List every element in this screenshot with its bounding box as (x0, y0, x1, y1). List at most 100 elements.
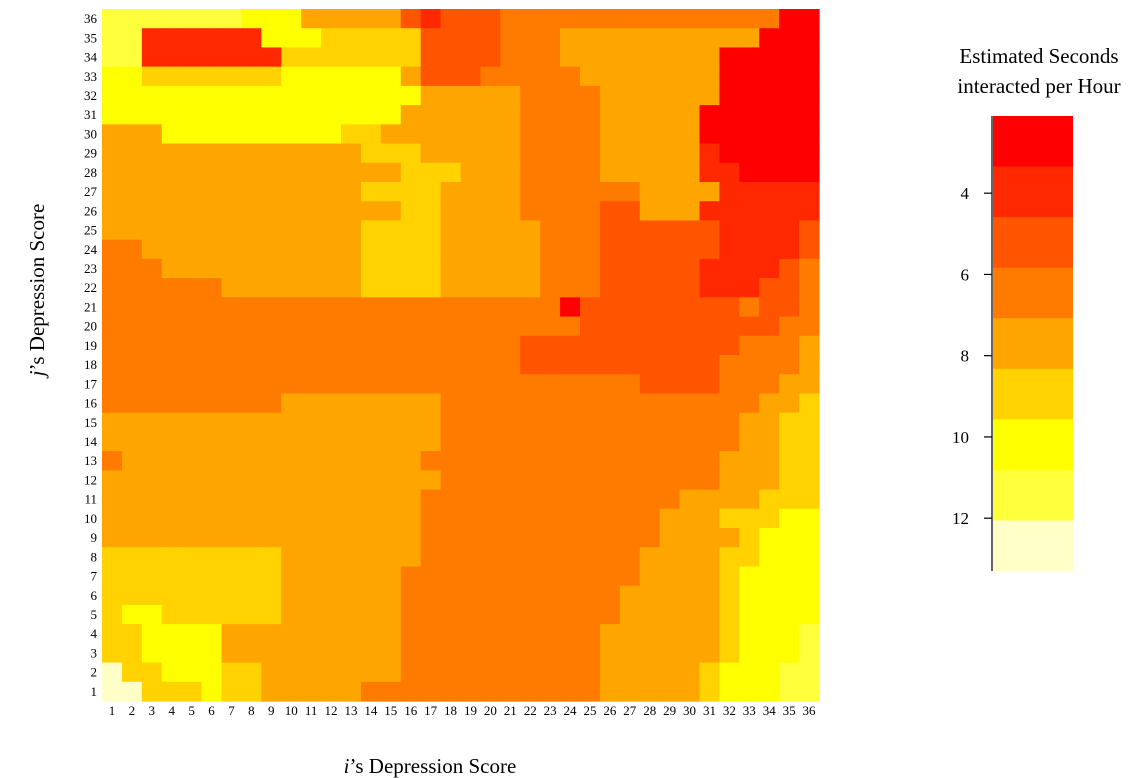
heatmap-cell (201, 316, 223, 337)
heatmap-cell (400, 508, 422, 529)
heatmap-cell (141, 470, 163, 491)
heatmap-cell (221, 566, 243, 587)
heatmap-cell (161, 681, 183, 702)
legend-swatch (993, 469, 1073, 521)
heatmap-cell (540, 162, 561, 183)
heatmap-cell (201, 105, 223, 125)
heatmap-cell (679, 9, 701, 29)
heatmap-cell (440, 278, 462, 298)
heatmap-cell (599, 431, 621, 452)
heatmap-cell (460, 66, 482, 87)
heatmap-cell (480, 451, 501, 471)
heatmap-cell (500, 662, 521, 683)
heatmap-cell (500, 547, 521, 568)
heatmap-cell (141, 489, 163, 510)
heatmap-cell (341, 162, 362, 183)
heatmap-cell (241, 355, 262, 375)
heatmap-cell (400, 297, 422, 318)
heatmap-cell (460, 604, 482, 625)
heatmap-cell (480, 547, 501, 568)
heatmap-cell (241, 508, 262, 529)
heatmap-cell (739, 355, 760, 375)
heatmap-cell (102, 124, 123, 145)
heatmap-cell (281, 85, 302, 106)
heatmap-cell (261, 566, 282, 587)
heatmap-cell (102, 412, 123, 433)
heatmap-cell (400, 28, 422, 49)
heatmap-cell (580, 162, 601, 183)
heatmap-cell (599, 604, 621, 625)
heatmap-cell (102, 374, 123, 395)
heatmap-cell (161, 431, 183, 452)
heatmap-cell (281, 335, 302, 356)
heatmap-cell (460, 143, 482, 164)
heatmap-cell (241, 28, 262, 49)
heatmap-cell (141, 547, 163, 568)
heatmap-cell (102, 105, 123, 125)
heatmap-cell (440, 662, 462, 683)
heatmap-cell (201, 489, 223, 510)
heatmap-cell (520, 105, 541, 125)
heatmap-cell (221, 85, 243, 106)
heatmap-cell (440, 681, 462, 702)
heatmap-cell (261, 182, 282, 202)
heatmap-cell (380, 662, 402, 683)
heatmap-cell (779, 604, 800, 625)
heatmap-cell (739, 239, 760, 260)
heatmap-cell (619, 66, 641, 87)
heatmap-cell (261, 489, 282, 510)
heatmap-cell (360, 143, 382, 164)
heatmap-cell (480, 489, 501, 510)
heatmap-cell (560, 412, 581, 433)
heatmap-cell (799, 297, 820, 318)
heatmap-cell (759, 585, 780, 606)
heatmap-cell (400, 220, 422, 241)
heatmap-cell (102, 239, 123, 260)
heatmap-cell (619, 258, 641, 279)
x-tick-label: 9 (268, 703, 275, 718)
heatmap-cell (301, 316, 322, 337)
heatmap-cell (102, 182, 123, 202)
heatmap-cell (599, 566, 621, 587)
heatmap-cell (799, 355, 820, 375)
heatmap-cell (520, 451, 541, 471)
heatmap-cell (281, 451, 302, 471)
heatmap-cell (679, 105, 701, 125)
heatmap-cell (121, 681, 143, 702)
heatmap-cell (321, 393, 342, 414)
heatmap-cell (560, 528, 581, 548)
heatmap-cell (500, 47, 521, 68)
heatmap-cell (121, 604, 143, 625)
y-tick-label: 24 (84, 242, 98, 257)
heatmap-cell (121, 470, 143, 491)
heatmap-cell (580, 643, 601, 664)
heatmap-cell (739, 528, 760, 548)
heatmap-cell (261, 258, 282, 279)
heatmap-cell (480, 528, 501, 548)
y-tick-label: 7 (91, 569, 98, 584)
legend-swatch (993, 368, 1073, 420)
heatmap-cell (201, 451, 223, 471)
heatmap-cell (580, 143, 601, 164)
heatmap-cell (619, 28, 641, 49)
heatmap-cell (520, 547, 541, 568)
heatmap-cell (400, 662, 422, 683)
heatmap-cell (779, 258, 800, 279)
heatmap-cell (460, 105, 482, 125)
heatmap-cell (161, 9, 183, 29)
heatmap-cell (580, 489, 601, 510)
heatmap-cell (639, 508, 661, 529)
heatmap-cell (141, 124, 163, 145)
heatmap-cell (659, 105, 681, 125)
heatmap-cell (619, 105, 641, 125)
heatmap-cell (540, 182, 561, 202)
heatmap-cell (799, 182, 820, 202)
heatmap-cell (480, 47, 501, 68)
heatmap-cell (500, 278, 521, 298)
heatmap-cell (321, 258, 342, 279)
heatmap-cell (400, 451, 422, 471)
heatmap-cell (679, 547, 701, 568)
heatmap-cell (360, 355, 382, 375)
heatmap-cell (301, 258, 322, 279)
heatmap-cell (121, 508, 143, 529)
